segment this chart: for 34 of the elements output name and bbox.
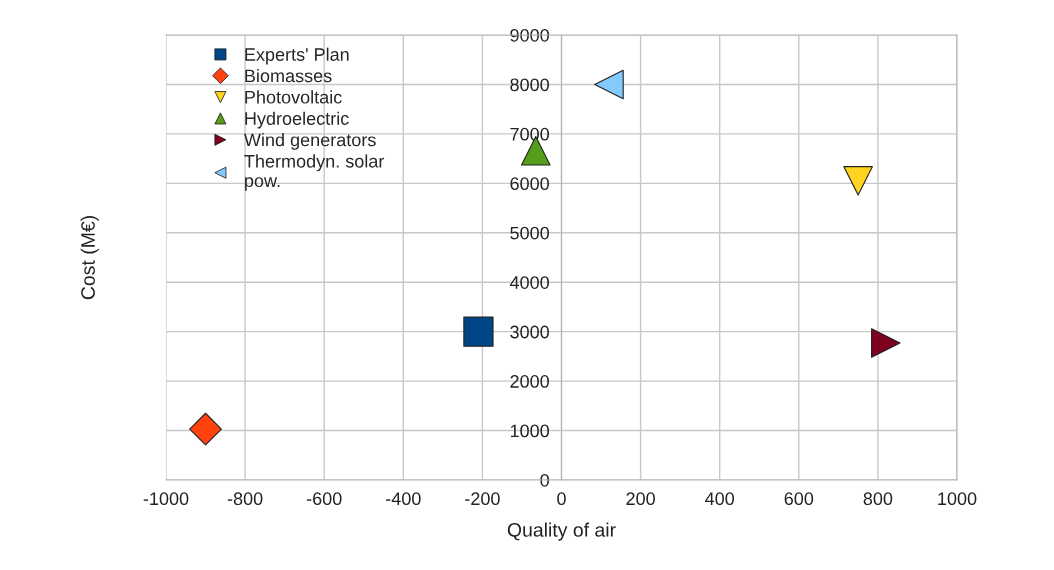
x-tick-label: 0	[557, 492, 566, 506]
legend-label: Experts' Plan	[245, 47, 349, 65]
y-tick-label: 6000	[510, 177, 549, 191]
x-axis-title: Quality of air	[507, 522, 616, 541]
x-tick-label: 600	[784, 492, 814, 506]
y-tick-label: 2000	[510, 375, 549, 388]
point	[843, 166, 873, 196]
y-tick-label: 8000	[510, 78, 549, 92]
x-tick-label: 400	[705, 492, 735, 506]
x-tick-label: -200	[465, 492, 500, 506]
y-tick-label: 7000	[510, 127, 549, 141]
legend-label: Biomasses	[245, 68, 332, 83]
x-tick-label: -800	[227, 492, 263, 506]
point	[463, 316, 494, 347]
x-tick-label: 800	[863, 492, 893, 506]
y-tick-label: 9000	[510, 28, 549, 42]
y-tick-label: 0	[540, 473, 549, 487]
x-tick-label: -1000	[143, 492, 189, 506]
y-axis-title: Cost (M€)	[80, 216, 99, 300]
legend-label: Photovoltaic	[245, 90, 342, 104]
x-tick-label: 1000	[938, 492, 977, 506]
point	[871, 328, 901, 358]
x-tick-label: -400	[386, 492, 421, 506]
y-tick-label: 4000	[509, 276, 549, 289]
point	[189, 412, 222, 446]
x-tick-label: 200	[626, 492, 655, 506]
x-tick-label: -600	[306, 492, 342, 506]
legend-label: Thermodyn. solar pow.	[244, 154, 385, 191]
legend-label: Hydroelectric	[245, 111, 349, 129]
point	[594, 69, 624, 100]
y-tick-label: 3000	[510, 325, 549, 339]
legend-label: Wind generators	[243, 133, 376, 150]
y-tick-label: 5000	[510, 226, 549, 240]
y-tick-label: 1000	[510, 424, 549, 438]
